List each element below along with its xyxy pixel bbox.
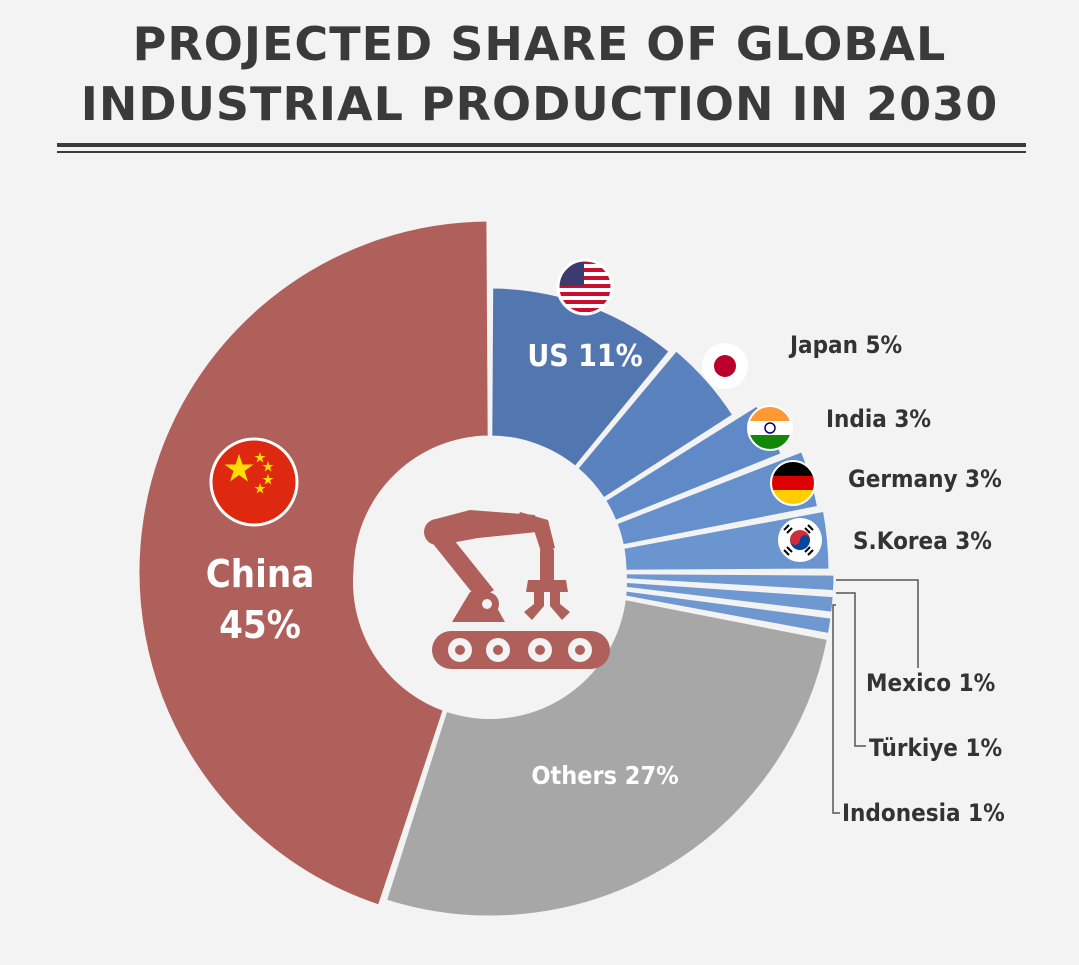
label-china: China: [206, 552, 315, 596]
leader-lines: [832, 579, 919, 814]
label-indonesia: Indonesia 1%: [842, 799, 1005, 827]
label-s-korea: S.Korea 3%: [853, 527, 992, 555]
label-turkiye: Türkiye 1%: [869, 734, 1002, 762]
label-us: US 11%: [527, 339, 642, 374]
india-flag-icon: [747, 405, 793, 451]
label-india: India 3%: [826, 405, 931, 433]
chart-title-line-1: PROJECTED SHARE OF GLOBAL: [132, 17, 947, 71]
center-hub: [353, 445, 627, 719]
leader-indonesia: [832, 604, 840, 814]
japan-flag-icon: [702, 343, 748, 389]
chart-title: PROJECTED SHARE OF GLOBAL INDUSTRIAL PRO…: [0, 14, 1079, 134]
title-rule-thin: [57, 151, 1026, 153]
value-china: 45%: [219, 603, 301, 647]
leader-mexico: [836, 579, 919, 668]
title-rule-thick: [57, 143, 1026, 147]
label-germany: Germany 3%: [848, 465, 1002, 493]
germany-flag-icon: [770, 460, 816, 506]
china-flag-icon: [209, 437, 299, 527]
slice-us: [489, 285, 672, 469]
label-japan: Japan 5%: [788, 331, 902, 359]
chart-title-line-2: INDUSTRIAL PRODUCTION IN 2030: [80, 77, 999, 131]
label-mexico: Mexico 1%: [866, 669, 995, 697]
slice-group: [136, 218, 837, 919]
slice-japan: [575, 348, 736, 501]
south-korea-flag-icon: [778, 518, 822, 562]
leader-turkiye: [836, 592, 866, 747]
label-others: Others 27%: [531, 761, 678, 790]
robot-arm-conveyor-icon: [424, 510, 610, 669]
us-flag-icon: [556, 258, 614, 316]
